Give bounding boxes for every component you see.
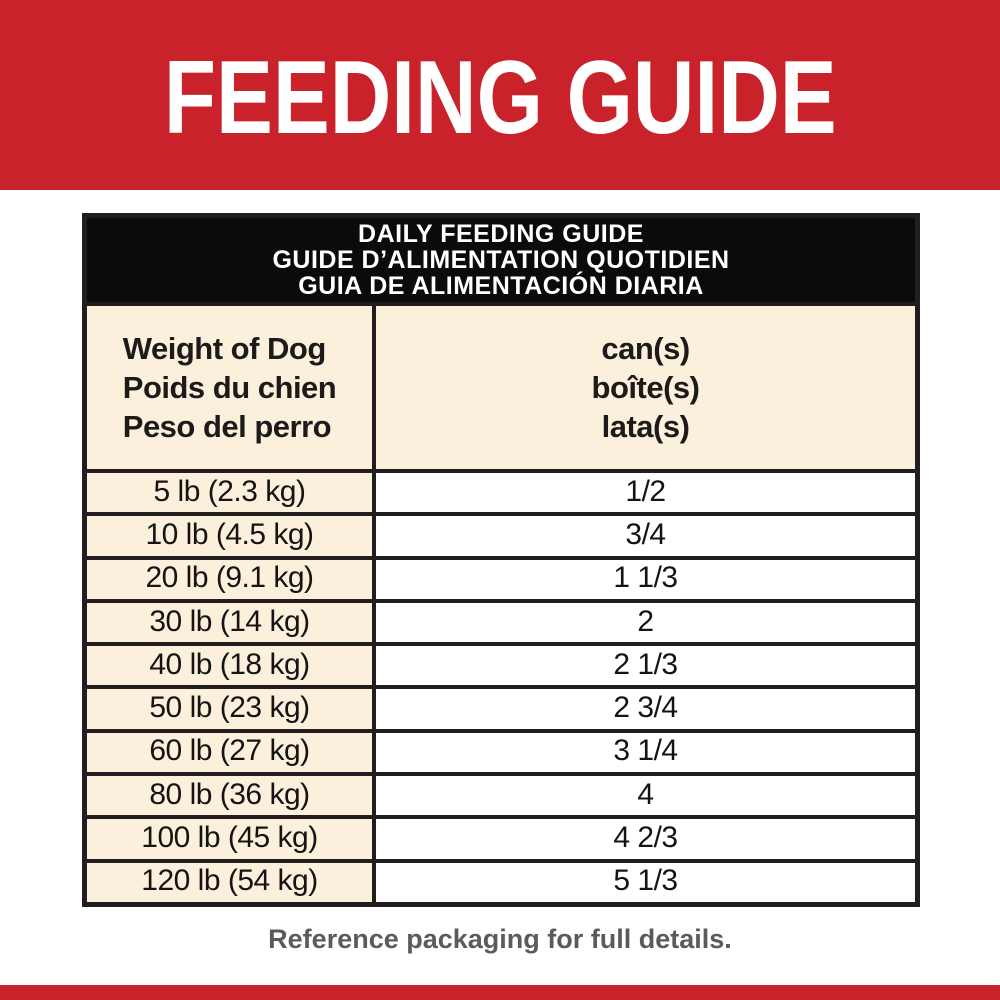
cans-header-es: lata(s) bbox=[601, 409, 690, 444]
weight-value: 120 lb (54 kg) bbox=[141, 864, 318, 898]
banner-title: FEEDING GUIDE bbox=[163, 40, 837, 156]
cans-value: 1/2 bbox=[625, 474, 666, 508]
daily-feeding-table: DAILY FEEDING GUIDE GUIDE D’ALIMENTATION… bbox=[82, 213, 920, 907]
table-row: 100 lb (45 kg) 4 2/3 bbox=[87, 815, 915, 859]
cans-header-en: can(s) bbox=[601, 331, 690, 366]
cans-value: 4 2/3 bbox=[613, 821, 678, 855]
cans-value: 1 1/3 bbox=[613, 561, 678, 595]
weight-value: 40 lb (18 kg) bbox=[149, 647, 310, 681]
cans-cell: 1/2 bbox=[376, 473, 915, 513]
table-row: 30 lb (14 kg) 2 bbox=[87, 598, 915, 643]
cans-value: 4 bbox=[637, 777, 654, 811]
weight-value: 60 lb (27 kg) bbox=[149, 734, 310, 768]
weight-cell: 50 lb (23 kg) bbox=[87, 689, 376, 729]
weight-value: 20 lb (9.1 kg) bbox=[145, 561, 314, 595]
weight-value: 5 lb (2.3 kg) bbox=[153, 474, 306, 508]
cans-column-header-text: can(s) boîte(s) lata(s) bbox=[592, 329, 700, 446]
weight-cell: 10 lb (4.5 kg) bbox=[87, 516, 376, 556]
table-title: DAILY FEEDING GUIDE GUIDE D’ALIMENTATION… bbox=[87, 218, 915, 302]
table-row: 50 lb (23 kg) 2 3/4 bbox=[87, 685, 915, 729]
table-title-line-en: DAILY FEEDING GUIDE bbox=[358, 220, 644, 248]
cans-cell: 2 3/4 bbox=[376, 689, 915, 729]
table-title-line-es: GUIA DE ALIMENTACIÓN DIARIA bbox=[298, 272, 704, 300]
cans-cell: 3 1/4 bbox=[376, 732, 915, 773]
table-row: 80 lb (36 kg) 4 bbox=[87, 772, 915, 816]
cans-column-header: can(s) boîte(s) lata(s) bbox=[376, 306, 915, 469]
table-row: 60 lb (27 kg) 3 1/4 bbox=[87, 728, 915, 773]
cans-cell: 1 1/3 bbox=[376, 559, 915, 599]
weight-cell: 30 lb (14 kg) bbox=[87, 602, 376, 643]
weight-column-header: Weight of Dog Poids du chien Peso del pe… bbox=[87, 306, 376, 469]
weight-header-fr: Poids du chien bbox=[122, 370, 337, 405]
weight-value: 30 lb (14 kg) bbox=[149, 604, 310, 638]
table-row: 40 lb (18 kg) 2 1/3 bbox=[87, 642, 915, 686]
cans-cell: 3/4 bbox=[376, 516, 915, 556]
feeding-guide-banner: FEEDING GUIDE bbox=[0, 0, 1000, 190]
column-header-row: Weight of Dog Poids du chien Peso del pe… bbox=[87, 302, 915, 469]
weight-value: 50 lb (23 kg) bbox=[149, 691, 310, 725]
weight-column-header-text: Weight of Dog Poids du chien Peso del pe… bbox=[122, 329, 337, 446]
table-title-line-fr: GUIDE D’ALIMENTATION QUOTIDIEN bbox=[272, 246, 730, 274]
cans-cell: 4 bbox=[376, 776, 915, 816]
weight-header-en: Weight of Dog bbox=[122, 331, 327, 366]
cans-value: 5 1/3 bbox=[613, 864, 678, 898]
cans-cell: 4 2/3 bbox=[376, 819, 915, 859]
weight-value: 10 lb (4.5 kg) bbox=[145, 517, 314, 551]
weight-cell: 100 lb (45 kg) bbox=[87, 819, 376, 859]
table-row: 10 lb (4.5 kg) 3/4 bbox=[87, 512, 915, 556]
cans-value: 3 1/4 bbox=[613, 734, 678, 768]
weight-header-es: Peso del perro bbox=[122, 409, 332, 444]
cans-cell: 5 1/3 bbox=[376, 862, 915, 902]
weight-cell: 80 lb (36 kg) bbox=[87, 776, 376, 816]
cans-value: 2 1/3 bbox=[613, 647, 678, 681]
cans-cell: 2 1/3 bbox=[376, 646, 915, 686]
footer-note: Reference packaging for full details. bbox=[268, 924, 732, 954]
weight-cell: 60 lb (27 kg) bbox=[87, 732, 376, 773]
table-row: 5 lb (2.3 kg) 1/2 bbox=[87, 469, 915, 513]
bottom-red-strip bbox=[0, 985, 1000, 1000]
weight-cell: 20 lb (9.1 kg) bbox=[87, 559, 376, 599]
table-row: 120 lb (54 kg) 5 1/3 bbox=[87, 858, 915, 902]
cans-cell: 2 bbox=[376, 602, 915, 643]
cans-header-fr: boîte(s) bbox=[591, 370, 700, 405]
cans-value: 2 3/4 bbox=[613, 691, 678, 725]
table-row: 20 lb (9.1 kg) 1 1/3 bbox=[87, 555, 915, 599]
weight-value: 80 lb (36 kg) bbox=[149, 777, 310, 811]
weight-cell: 120 lb (54 kg) bbox=[87, 862, 376, 902]
cans-value: 2 bbox=[637, 604, 654, 638]
cans-value: 3/4 bbox=[625, 517, 666, 551]
weight-value: 100 lb (45 kg) bbox=[141, 821, 318, 855]
weight-cell: 5 lb (2.3 kg) bbox=[87, 473, 376, 513]
weight-cell: 40 lb (18 kg) bbox=[87, 646, 376, 686]
